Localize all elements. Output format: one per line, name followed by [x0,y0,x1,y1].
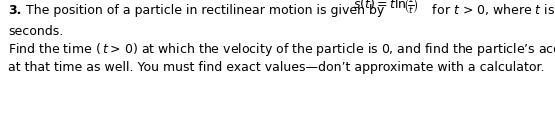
Text: at that time as well. You must find exact values—don’t approximate with a calcul: at that time as well. You must find exac… [8,60,544,73]
Text: $s(t) = t\mathrm{ln}\!\left(\!\frac{1}{t}\!\right)$: $s(t) = t\mathrm{ln}\!\left(\!\frac{1}{t… [353,0,418,16]
Text: 3.: 3. [8,4,22,17]
Text: Find the time ( ​$t$​ > 0) at which the velocity of the particle is 0, and find : Find the time ( ​$t$​ > 0) at which the … [8,41,555,58]
Text: for $t$ > 0, where $t$ is in: for $t$ > 0, where $t$ is in [428,2,555,17]
Text: seconds.: seconds. [8,25,63,38]
Text: The position of a particle in rectilinear motion is given by: The position of a particle in rectilinea… [22,4,388,17]
